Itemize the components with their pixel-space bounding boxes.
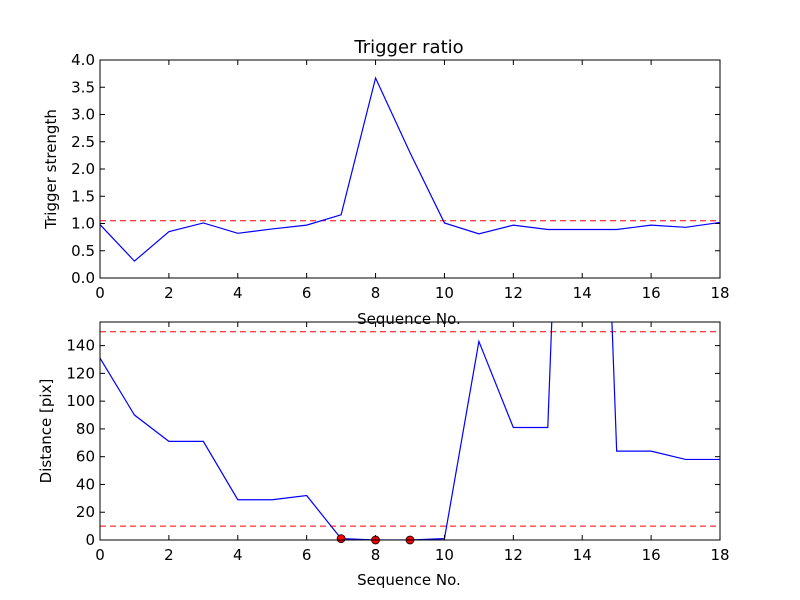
chart-title: Trigger ratio xyxy=(353,37,463,58)
trigger-ratio-plot-area: 0 2 4 6 8 10 12 14 16 18 0.0 0.5 1.0 1.5 2.0 2.5 3.0 3.5 4… xyxy=(71,51,729,302)
distance-plot-area: 0 2 4 6 8 10 12 14 16 18 0 20 40 60 80 100 120 140 xyxy=(66,321,730,564)
data-point-marker xyxy=(336,534,346,544)
y-tick-label: 3.0 xyxy=(71,106,95,124)
distance-chart: 0 2 4 6 8 10 12 14 16 18 0 20 40 60 80 100 120 140 Sequen… xyxy=(37,321,730,589)
y-tick-label: 0.0 xyxy=(71,269,95,287)
x-tick-label: 2 xyxy=(164,284,174,302)
y-tick-label: 20 xyxy=(76,503,95,521)
y-tick-label: 0.5 xyxy=(71,242,95,260)
y-tick-label: 3.5 xyxy=(71,78,95,96)
series-line xyxy=(100,76,720,262)
x-tick-label: 10 xyxy=(435,284,454,302)
y-tick-label: 100 xyxy=(66,392,95,410)
y-axis-label: Distance [pix] xyxy=(37,379,55,484)
x-axis-label: Sequence No. xyxy=(357,310,461,328)
x-tick-label: 4 xyxy=(233,546,243,564)
x-tick-label: 16 xyxy=(642,546,661,564)
trigger-ratio-chart: Trigger ratio 0 2 4 6 8 10 12 14 16 18 0.0 0.5 1.0 1.… xyxy=(42,37,730,328)
y-tick-label: 60 xyxy=(76,448,95,466)
x-tick-label: 8 xyxy=(371,546,381,564)
x-tick-label: 12 xyxy=(504,284,523,302)
x-tick-label: 10 xyxy=(435,546,454,564)
x-axis-label: Sequence No. xyxy=(357,571,461,589)
x-tick-label: 16 xyxy=(642,284,661,302)
x-tick-label: 6 xyxy=(302,546,312,564)
x-tick-label: 0 xyxy=(95,284,105,302)
x-tick-label: 14 xyxy=(573,284,592,302)
x-tick-label: 8 xyxy=(371,284,381,302)
y-axis-label: Trigger strength xyxy=(42,109,60,230)
y-tick-label: 140 xyxy=(66,337,95,355)
y-tick-label: 2.5 xyxy=(71,133,95,151)
axes-frame xyxy=(99,321,721,541)
x-tick-label: 12 xyxy=(504,546,523,564)
y-tick-label: 2.0 xyxy=(71,160,95,178)
x-tick-label: 18 xyxy=(710,284,729,302)
x-tick-label: 6 xyxy=(302,284,312,302)
x-tick-label: 2 xyxy=(164,546,174,564)
y-tick-label: 0 xyxy=(85,531,95,549)
x-tick-label: 18 xyxy=(710,546,729,564)
y-tick-label: 80 xyxy=(76,420,95,438)
series-line xyxy=(100,322,720,540)
y-tick-label: 120 xyxy=(66,364,95,382)
y-tick-label: 4.0 xyxy=(71,51,95,69)
y-tick-label: 40 xyxy=(76,475,95,493)
x-tick-label: 4 xyxy=(233,284,243,302)
y-tick-label: 1.5 xyxy=(71,187,95,205)
x-tick-label: 0 xyxy=(95,546,105,564)
y-tick-label: 1.0 xyxy=(71,215,95,233)
x-tick-label: 14 xyxy=(573,546,592,564)
